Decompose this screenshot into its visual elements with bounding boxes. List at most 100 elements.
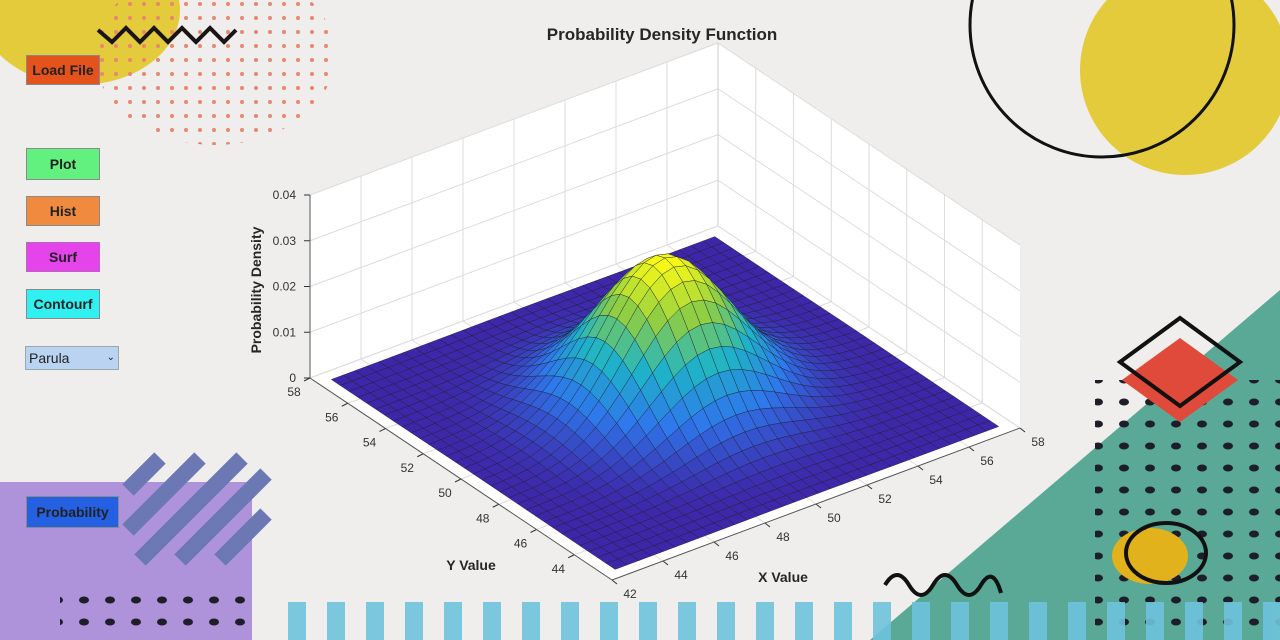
hist-button[interactable]: Hist	[26, 196, 100, 226]
stripe	[1185, 602, 1203, 640]
y-tick	[530, 529, 537, 533]
stripe	[990, 602, 1008, 640]
stripe	[795, 602, 813, 640]
contourf-button[interactable]: Contourf	[26, 289, 100, 319]
x-tick-label: 50	[827, 511, 841, 525]
x-axis-label: X Value	[758, 569, 808, 585]
plot-button[interactable]: Plot	[26, 148, 100, 180]
stripe	[522, 602, 540, 640]
stripe	[288, 602, 306, 640]
stripe	[444, 602, 462, 640]
grid-line	[309, 88, 719, 242]
x-tick	[866, 484, 873, 490]
y-tick-label: 56	[325, 410, 339, 424]
deco-dark-dots	[1095, 380, 1280, 640]
stripe	[600, 602, 618, 640]
grid-line	[717, 42, 1021, 246]
x-tick-label: 58	[1031, 435, 1045, 449]
y-tick	[417, 453, 424, 458]
stripe	[756, 602, 774, 640]
y-tick-label: 58	[287, 385, 301, 399]
stripe	[873, 602, 891, 640]
stripe	[1068, 602, 1086, 640]
stripe	[912, 602, 930, 640]
z-tick-label: 0.02	[273, 280, 297, 294]
stripe	[951, 602, 969, 640]
y-tick	[568, 554, 575, 559]
surface	[330, 236, 1000, 570]
y-tick	[492, 503, 499, 508]
y-tick-label: 54	[363, 436, 377, 450]
load-file-button[interactable]: Load File	[26, 55, 100, 85]
stripe	[717, 602, 735, 640]
deco-diamond-outline	[1116, 315, 1244, 409]
y-tick-label: 52	[401, 461, 415, 475]
plot-title: Probability Density Function	[547, 25, 777, 44]
y-tick	[379, 428, 386, 432]
x-tick-label: 52	[878, 492, 892, 506]
y-tick	[454, 478, 462, 483]
x-tick	[713, 541, 720, 547]
deco-dots-bottom	[60, 586, 250, 640]
deco-ring-small	[1124, 521, 1208, 585]
dropdown-arrow: ⌄	[106, 352, 115, 363]
deco-zigzag	[96, 25, 238, 45]
x-tick-label: 46	[725, 549, 739, 563]
stripe	[1029, 602, 1047, 640]
x-tick	[917, 465, 924, 471]
stripe	[678, 602, 696, 640]
grid-line	[309, 42, 719, 196]
grid-line	[717, 179, 1021, 383]
surface-patch	[605, 558, 628, 570]
deco-bottom-stripes	[288, 602, 1280, 640]
stripe	[1107, 602, 1125, 640]
deco-stripes	[122, 452, 272, 566]
stripe	[1146, 602, 1164, 640]
stripe	[366, 602, 384, 640]
y-tick-label: 48	[476, 511, 490, 525]
probability-button[interactable]: Probability	[26, 496, 119, 528]
grid-line	[717, 134, 1021, 337]
surf-button[interactable]: Surf	[26, 242, 100, 272]
grid-line	[717, 225, 1021, 429]
y-tick-label: 44	[552, 562, 566, 576]
z-tick-label: 0	[289, 371, 296, 385]
stripe	[1224, 602, 1242, 640]
axis-line	[611, 427, 1021, 581]
x-tick	[764, 522, 771, 528]
x-tick-label: 54	[929, 473, 943, 487]
deco-diamond	[1122, 338, 1238, 422]
stripe	[327, 602, 345, 640]
x-tick-label: 56	[980, 454, 994, 468]
z-tick-label: 0.01	[273, 325, 297, 339]
x-tick	[611, 579, 618, 585]
y-tick-label: 46	[514, 537, 528, 551]
stripe	[834, 602, 852, 640]
grid-line	[309, 225, 719, 379]
grid-line	[717, 88, 1021, 292]
z-tick-label: 0.04	[273, 188, 297, 202]
deco-ring	[968, 0, 1236, 159]
z-axis-label: Probability Density	[248, 226, 264, 353]
deco-circle	[1080, 0, 1280, 175]
x-tick	[1019, 427, 1026, 433]
x-tick-label: 48	[776, 530, 790, 544]
y-tick-label: 50	[438, 486, 452, 500]
y-tick	[341, 402, 348, 407]
x-tick-label: 42	[623, 587, 637, 601]
dropdown-value: Parula	[29, 350, 70, 366]
axis-line	[309, 377, 613, 581]
x-tick-label: 44	[674, 568, 688, 582]
deco-dots	[95, 0, 335, 145]
stripe	[405, 602, 423, 640]
colormap-dropdown[interactable]: Parula ⌄	[25, 346, 119, 370]
stripe	[561, 602, 579, 640]
stripe	[639, 602, 657, 640]
stripe	[1263, 602, 1280, 640]
x-tick	[968, 446, 975, 452]
y-axis-label: Y Value	[446, 557, 496, 573]
grid-line	[309, 134, 719, 287]
